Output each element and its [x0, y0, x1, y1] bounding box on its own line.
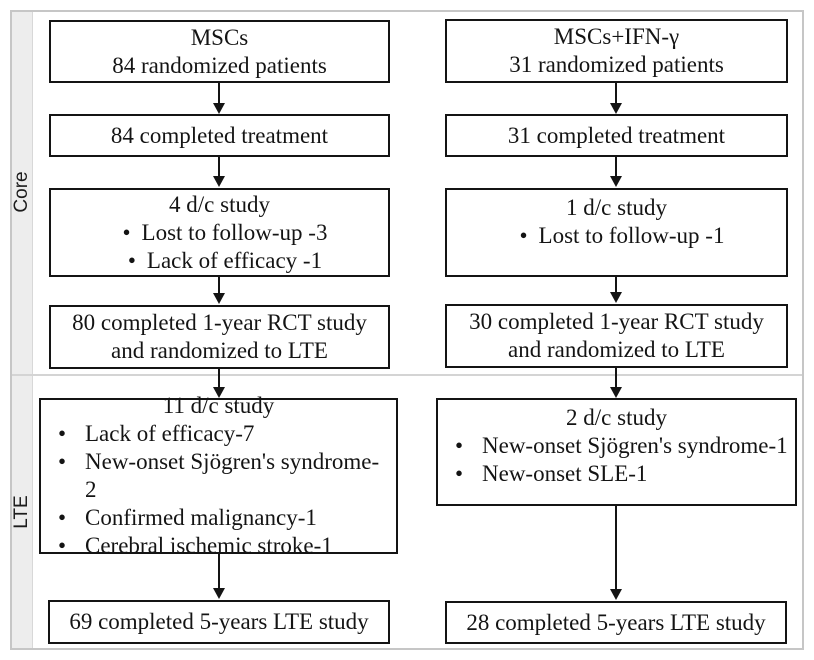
box-ifn-discontinued-lte: 2 d/c study New-onset Sjögren's syndrome…	[436, 398, 797, 506]
box-ifn-randomized: MSCs+IFN-γ 31 randomized patients	[445, 19, 788, 83]
flow-arrow-down	[609, 505, 622, 600]
dc-reason: Confirmed malignancy-1	[47, 504, 390, 532]
arm-title: MSCs	[190, 24, 249, 50]
dc-reason: Lost to follow-up -3	[57, 219, 382, 247]
flow-arrow-down	[212, 553, 225, 599]
dc-reason: Lack of efficacy -1	[57, 247, 382, 275]
dc-reason: New-onset Sjögren's syndrome-2	[47, 448, 390, 504]
flow-arrow-down	[212, 157, 225, 187]
box-ifn-completed-lte: 28 completed 5-years LTE study	[445, 601, 787, 644]
completed-treatment-text: 84 completed treatment	[110, 122, 329, 148]
completed-rct-line1: 30 completed 1-year RCT study	[469, 309, 764, 334]
section-label-lte: LTE	[11, 495, 32, 529]
flow-arrow-down	[609, 83, 622, 114]
flow-arrow-down	[609, 368, 622, 398]
flow-arrow-down	[212, 82, 225, 114]
completed-rct-line2: and randomized to LTE	[111, 338, 328, 363]
flow-arrow-down	[212, 368, 225, 398]
phase-sidebar	[12, 12, 33, 648]
core-lte-divider	[12, 374, 802, 376]
box-msc-completed-treatment: 84 completed treatment	[49, 114, 390, 157]
flow-arrow-down	[212, 277, 225, 304]
box-msc-completed-rct: 80 completed 1-year RCT study and random…	[49, 305, 390, 369]
completed-lte-text: 69 completed 5-years LTE study	[69, 609, 369, 634]
dc-title: 4 d/c study	[169, 191, 270, 217]
completed-rct-line2: and randomized to LTE	[508, 337, 725, 362]
box-msc-completed-lte: 69 completed 5-years LTE study	[48, 600, 390, 644]
dc-reason: Lack of efficacy-7	[47, 420, 390, 448]
box-msc-randomized: MSCs 84 randomized patients	[49, 20, 390, 83]
flow-arrow-down	[609, 277, 622, 303]
randomized-count: 84 randomized patients	[112, 52, 327, 78]
dc-title: 2 d/c study	[566, 405, 667, 430]
section-label-core: Core	[11, 171, 32, 213]
randomized-count: 31 randomized patients	[509, 52, 724, 77]
box-msc-discontinued-core: 4 d/c study Lost to follow-up -3 Lack of…	[49, 188, 390, 277]
flow-arrow-down	[609, 156, 622, 187]
arm-title: MSCs+IFN-γ	[553, 24, 680, 49]
dc-reason: New-onset Sjögren's syndrome-1	[444, 432, 789, 460]
dc-reason: Lost to follow-up -1	[453, 222, 780, 250]
box-ifn-completed-rct: 30 completed 1-year RCT study and random…	[445, 304, 788, 368]
dc-title: 11 d/c study	[162, 393, 275, 418]
completed-treatment-text: 31 completed treatment	[507, 122, 726, 148]
dc-reason: New-onset SLE-1	[444, 460, 789, 488]
box-msc-discontinued-lte: 11 d/c study Lack of efficacy-7 New-onse…	[39, 393, 398, 560]
box-ifn-discontinued-core: 1 d/c study Lost to follow-up -1	[445, 188, 788, 277]
dc-title: 1 d/c study	[566, 195, 667, 220]
completed-rct-line1: 80 completed 1-year RCT study	[72, 310, 367, 335]
completed-lte-text: 28 completed 5-years LTE study	[466, 609, 766, 635]
dc-reason: Cerebral ischemic stroke-1	[47, 532, 390, 560]
box-ifn-completed-treatment: 31 completed treatment	[445, 114, 788, 157]
